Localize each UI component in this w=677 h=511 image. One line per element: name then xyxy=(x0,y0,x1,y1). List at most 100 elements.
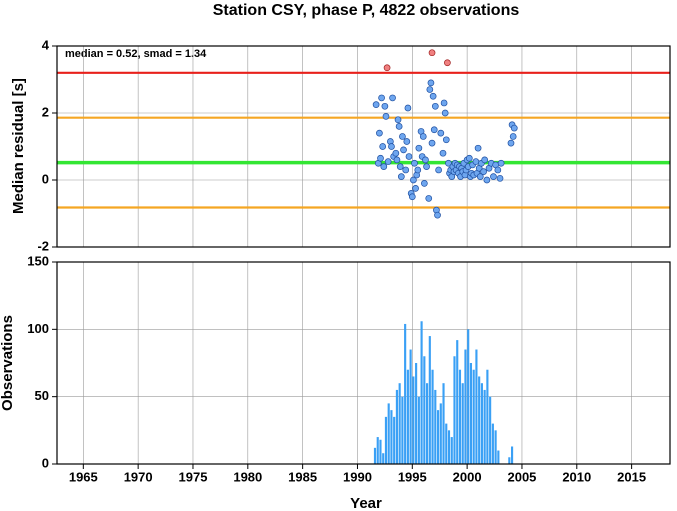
bar xyxy=(489,396,492,464)
bar xyxy=(497,450,500,464)
bar xyxy=(442,383,445,464)
data-point xyxy=(378,94,385,102)
y-tick-label: 100 xyxy=(27,321,49,336)
data-point xyxy=(434,211,441,219)
chart-title: Station CSY, phase P, 4822 observations xyxy=(213,2,520,19)
bar xyxy=(464,349,467,464)
data-point xyxy=(389,94,396,102)
bar xyxy=(439,403,442,464)
data-point xyxy=(381,102,389,110)
y-tick-label: 150 xyxy=(27,253,49,268)
data-point xyxy=(421,180,428,187)
data-point xyxy=(431,102,439,110)
bar xyxy=(467,329,470,464)
bar xyxy=(420,321,423,464)
data-point xyxy=(380,163,388,170)
bar xyxy=(486,369,489,464)
bar xyxy=(447,430,451,464)
plot-frame xyxy=(56,45,671,248)
outlier-point xyxy=(428,49,436,57)
x-tick-label: 2010 xyxy=(562,469,591,484)
data-point xyxy=(428,139,436,147)
x-axis-label: Year xyxy=(350,495,382,511)
data-point xyxy=(481,156,489,164)
x-tick-label: 1985 xyxy=(288,469,317,484)
data-point xyxy=(412,185,419,192)
data-point xyxy=(507,139,515,147)
data-point xyxy=(472,158,480,165)
data-point xyxy=(423,163,430,170)
x-tick-label: 1965 xyxy=(69,469,98,484)
x-tick-label: 1970 xyxy=(124,469,153,484)
y-tick-label: 0 xyxy=(42,171,49,186)
data-point xyxy=(395,123,403,130)
data-point xyxy=(483,176,491,184)
bar xyxy=(445,423,448,464)
data-point xyxy=(403,138,411,145)
data-point xyxy=(384,158,392,165)
data-point xyxy=(435,166,442,174)
plot-frame xyxy=(56,261,671,465)
x-tick-label: 1995 xyxy=(398,469,427,484)
y-tick-label: 4 xyxy=(42,37,50,52)
bar xyxy=(426,383,429,464)
bar xyxy=(475,349,478,464)
bar xyxy=(382,453,385,464)
bar xyxy=(393,416,396,464)
x-tick-label: 2000 xyxy=(453,469,482,484)
bar xyxy=(480,383,483,464)
data-point xyxy=(476,173,484,180)
bar xyxy=(398,383,401,464)
data-point xyxy=(509,133,517,140)
data-point xyxy=(376,129,383,137)
data-point xyxy=(410,176,417,184)
data-point xyxy=(404,104,412,112)
bar xyxy=(423,356,426,464)
bar xyxy=(428,336,431,464)
data-point xyxy=(441,109,449,117)
bar xyxy=(401,396,404,464)
data-point xyxy=(440,99,448,107)
data-point xyxy=(415,144,423,152)
outlier-point xyxy=(383,64,391,72)
bar xyxy=(510,446,514,464)
data-point xyxy=(393,156,401,164)
data-point xyxy=(377,154,384,162)
bar xyxy=(483,389,486,464)
bar xyxy=(412,376,415,464)
y-tick-label: 0 xyxy=(42,455,49,470)
data-point xyxy=(419,133,427,140)
y-axis-label: Observations xyxy=(0,315,16,411)
bar xyxy=(431,369,434,464)
data-point xyxy=(490,173,497,180)
data-point xyxy=(422,156,429,164)
data-point xyxy=(427,79,435,87)
data-point xyxy=(430,126,438,134)
bar xyxy=(458,369,462,464)
bar xyxy=(478,376,481,464)
bar xyxy=(406,369,409,464)
data-point xyxy=(426,86,434,93)
x-tick-label: 1980 xyxy=(233,469,262,484)
y-axis-label: Median residual [s] xyxy=(10,78,27,214)
x-tick-label: 1975 xyxy=(179,469,208,484)
bar xyxy=(409,349,412,464)
y-tick-label: -2 xyxy=(37,238,49,253)
data-point xyxy=(388,143,395,150)
data-point xyxy=(397,173,405,180)
bar xyxy=(456,340,459,464)
bar xyxy=(461,383,464,464)
data-point xyxy=(411,159,418,167)
annotation: median = 0.52, smad = 1.34 xyxy=(65,48,207,60)
data-point xyxy=(510,124,518,132)
bar xyxy=(373,447,377,464)
bar xyxy=(415,363,418,464)
data-point xyxy=(445,159,452,167)
data-point xyxy=(480,168,487,175)
data-point xyxy=(425,195,433,202)
data-point xyxy=(494,166,502,174)
data-point xyxy=(402,166,410,174)
bar xyxy=(494,430,497,464)
bar xyxy=(472,369,475,464)
